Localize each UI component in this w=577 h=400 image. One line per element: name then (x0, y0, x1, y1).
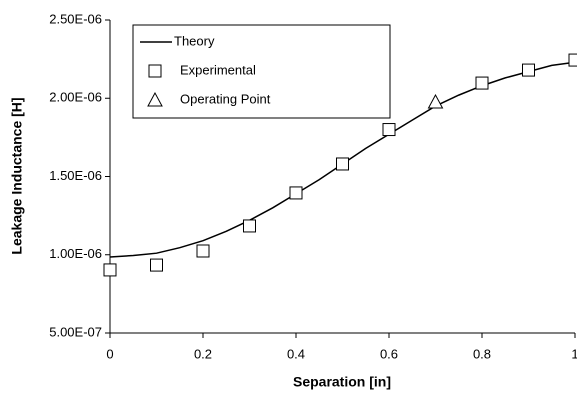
legend-marker (148, 64, 162, 78)
x-axis-title: Separation [in] (293, 374, 391, 390)
square-marker (243, 219, 256, 233)
x-tick-label: 0.4 (287, 346, 305, 361)
x-tick-label: 0.6 (380, 346, 398, 361)
x-tick-label: 0.8 (473, 346, 491, 361)
y-tick-label: 1.00E-06 (49, 246, 102, 261)
square-marker (568, 53, 577, 67)
triangle-marker (427, 93, 444, 109)
legend-label: Operating Point (180, 91, 271, 106)
square-marker (336, 157, 349, 171)
square-marker (103, 263, 117, 277)
x-tick-label: 0 (106, 346, 113, 361)
square-marker (382, 123, 396, 137)
y-tick-label: 5.00E-07 (49, 324, 102, 339)
square-marker (150, 258, 163, 272)
square-marker (289, 186, 303, 200)
square-marker (475, 76, 489, 90)
y-tick-label: 2.50E-06 (49, 11, 102, 26)
legend-box (132, 24, 391, 119)
legend-marker (147, 91, 163, 107)
y-axis-title: Leakage Inductance [H] (9, 97, 25, 254)
x-tick-label: 1 (571, 346, 577, 361)
legend-label: Experimental (180, 62, 256, 77)
y-tick-label: 2.00E-06 (49, 90, 102, 105)
square-marker (196, 244, 210, 258)
x-tick-label: 0.2 (194, 346, 212, 361)
legend-label: Theory (174, 33, 215, 48)
square-marker (522, 63, 535, 77)
y-tick-label: 1.50E-06 (49, 168, 102, 183)
